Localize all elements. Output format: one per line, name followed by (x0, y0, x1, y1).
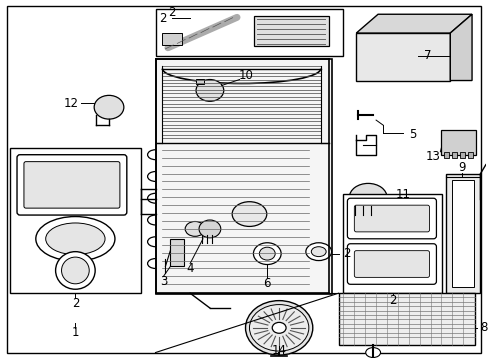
Ellipse shape (45, 223, 105, 255)
Ellipse shape (365, 348, 380, 357)
Bar (162, 33, 182, 45)
Ellipse shape (199, 220, 221, 238)
FancyBboxPatch shape (346, 244, 436, 284)
Text: 1: 1 (71, 326, 79, 339)
Text: 13: 13 (425, 150, 440, 163)
Bar (10, 148, 141, 293)
Text: 6: 6 (263, 277, 270, 290)
Ellipse shape (245, 301, 312, 355)
Text: 12: 12 (64, 97, 79, 110)
Bar (446, 175, 479, 293)
Ellipse shape (36, 217, 115, 261)
FancyBboxPatch shape (354, 251, 428, 277)
Text: 2: 2 (158, 12, 166, 25)
Bar (170, 239, 184, 266)
FancyBboxPatch shape (17, 155, 126, 215)
FancyBboxPatch shape (354, 205, 428, 232)
Bar (356, 33, 449, 81)
Ellipse shape (249, 305, 308, 351)
Bar (451, 152, 456, 158)
Ellipse shape (61, 257, 89, 284)
Text: 2: 2 (388, 294, 396, 307)
Bar (196, 78, 203, 85)
Ellipse shape (311, 247, 325, 257)
Bar (155, 59, 331, 294)
Text: 2: 2 (71, 297, 79, 310)
Bar (459, 152, 464, 158)
FancyArrowPatch shape (167, 17, 237, 48)
Text: 14: 14 (271, 344, 286, 357)
Bar (343, 194, 442, 293)
Text: 10: 10 (239, 69, 253, 82)
Polygon shape (449, 14, 471, 81)
Text: 8: 8 (479, 321, 487, 334)
Text: 2: 2 (342, 247, 349, 260)
Text: 7: 7 (423, 49, 430, 62)
Bar (444, 152, 448, 158)
Bar (467, 152, 472, 158)
Bar (451, 180, 473, 287)
Ellipse shape (56, 252, 95, 289)
Ellipse shape (272, 323, 285, 333)
Text: 5: 5 (408, 129, 416, 141)
Bar (338, 293, 474, 345)
Text: 4: 4 (186, 262, 193, 275)
Text: 3: 3 (160, 275, 167, 288)
Ellipse shape (94, 95, 123, 119)
FancyBboxPatch shape (346, 198, 436, 239)
Ellipse shape (196, 80, 224, 101)
Bar (441, 130, 475, 155)
Ellipse shape (185, 221, 204, 236)
Ellipse shape (259, 247, 275, 260)
Polygon shape (356, 14, 471, 33)
Bar (155, 9, 343, 56)
Ellipse shape (348, 183, 386, 211)
Text: 2: 2 (168, 6, 176, 19)
Text: 9: 9 (457, 161, 465, 174)
Ellipse shape (232, 202, 266, 226)
Ellipse shape (253, 243, 281, 265)
Bar (254, 16, 328, 46)
Ellipse shape (305, 243, 331, 261)
Text: 11: 11 (394, 188, 409, 201)
FancyBboxPatch shape (24, 162, 120, 208)
